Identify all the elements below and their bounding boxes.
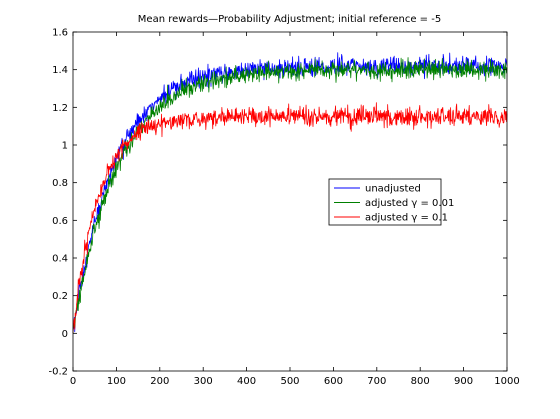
y-tick-label: 1 [62, 141, 68, 152]
legend-label-3: adjusted γ = 0.1 [365, 213, 448, 224]
axes-layer: 0 100 200 300 400 500 600 700 800 900 1000-0.200.2… [48, 28, 519, 388]
y-tick-label: 0.6 [52, 216, 68, 227]
y-tick-label: 1.4 [52, 65, 68, 76]
series-line-2 [72, 57, 508, 334]
y-tick-label: 1.6 [52, 28, 68, 39]
y-tick-label: 0 [62, 329, 68, 340]
x-tick-label: 700 [367, 376, 386, 387]
legend-label-2: adjusted γ = 0.01 [365, 198, 454, 209]
x-tick-label: 1000 [494, 376, 519, 387]
y-tick-label: -0.2 [48, 367, 68, 378]
series-layer [72, 52, 508, 334]
series-line-3 [72, 102, 508, 334]
y-tick-label: 0.4 [52, 254, 68, 265]
x-tick-label: 0 [70, 376, 76, 387]
series-line-1 [72, 52, 508, 334]
chart-title: Mean rewards—Probability Adjustment; ini… [138, 14, 441, 25]
x-tick-label: 600 [324, 376, 343, 387]
x-tick-label: 200 [150, 376, 169, 387]
x-tick-label: 400 [237, 376, 256, 387]
legend: unadjusted adjusted γ = 0.01 adjusted γ = … [328, 178, 454, 226]
x-tick-label: 900 [454, 376, 473, 387]
x-tick-label: 100 [107, 376, 126, 387]
y-tick-label: 0.2 [52, 291, 68, 302]
legend-label-1: unadjusted [365, 184, 421, 195]
y-tick-label: 1.2 [52, 103, 68, 114]
x-tick-label: 500 [280, 376, 299, 387]
x-tick-label: 300 [194, 376, 213, 387]
y-tick-label: 0.8 [52, 178, 68, 189]
x-tick-label: 800 [411, 376, 430, 387]
